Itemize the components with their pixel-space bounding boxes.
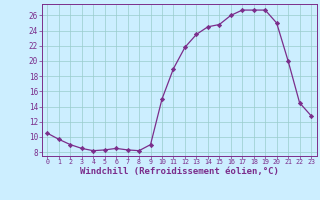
- X-axis label: Windchill (Refroidissement éolien,°C): Windchill (Refroidissement éolien,°C): [80, 167, 279, 176]
